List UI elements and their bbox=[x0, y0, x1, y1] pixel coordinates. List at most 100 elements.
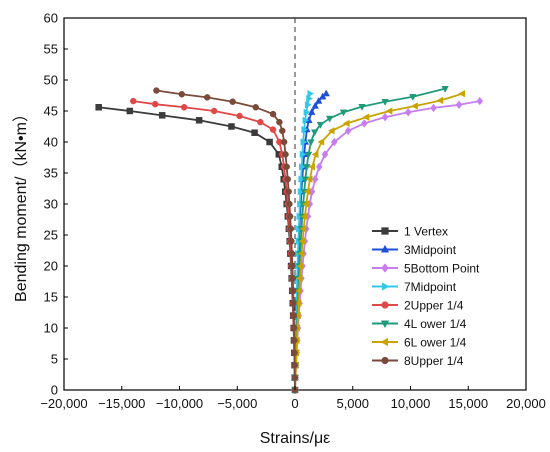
data-point bbox=[477, 97, 483, 105]
data-point bbox=[228, 124, 234, 130]
series-line bbox=[99, 107, 295, 390]
y-tick-label: 50 bbox=[44, 73, 58, 88]
series-line bbox=[156, 91, 295, 390]
data-point bbox=[281, 139, 287, 145]
legend-marker bbox=[382, 302, 389, 309]
data-point bbox=[230, 99, 236, 105]
data-point bbox=[181, 104, 187, 110]
x-tick-label: 15,000 bbox=[448, 396, 488, 411]
y-tick-label: 55 bbox=[44, 42, 58, 57]
data-point bbox=[289, 251, 295, 257]
legend-label: 2Upper 1/4 bbox=[404, 299, 464, 313]
y-tick-label: 40 bbox=[44, 135, 58, 150]
y-tick-label: 30 bbox=[44, 197, 58, 212]
x-tick-label: −20,000 bbox=[40, 396, 87, 411]
data-point bbox=[252, 130, 258, 136]
data-point bbox=[290, 300, 296, 306]
legend-marker bbox=[382, 357, 389, 364]
data-point bbox=[286, 189, 292, 195]
legend-item: 6L ower 1/4 bbox=[372, 336, 467, 350]
legend-item: 5Bottom Point bbox=[372, 262, 480, 276]
data-point bbox=[96, 104, 102, 110]
legend-label: 3Midpoint bbox=[404, 243, 457, 257]
data-point bbox=[270, 127, 276, 133]
data-point bbox=[292, 362, 298, 368]
data-point bbox=[311, 130, 318, 136]
y-axis-title: Bending moment/（kN•m） bbox=[12, 106, 30, 302]
data-point bbox=[279, 128, 285, 134]
series-1 bbox=[96, 104, 298, 393]
data-point bbox=[308, 90, 314, 97]
data-point bbox=[323, 90, 330, 96]
data-point bbox=[153, 88, 159, 94]
legend-label: 6L ower 1/4 bbox=[404, 336, 467, 350]
data-point bbox=[179, 91, 185, 97]
data-point bbox=[270, 111, 276, 117]
data-point bbox=[267, 139, 273, 145]
data-point bbox=[291, 337, 297, 343]
data-point bbox=[253, 104, 259, 110]
data-point bbox=[459, 90, 465, 97]
data-point bbox=[286, 201, 292, 207]
data-point bbox=[288, 238, 294, 244]
data-point bbox=[204, 94, 210, 100]
y-tick-label: 20 bbox=[44, 259, 58, 274]
data-point bbox=[257, 119, 263, 125]
data-point bbox=[308, 140, 315, 146]
legend-item: 3Midpoint bbox=[372, 243, 457, 257]
data-point bbox=[159, 112, 165, 118]
x-tick-label: −10,000 bbox=[156, 396, 203, 411]
x-tick-label: 10,000 bbox=[391, 396, 431, 411]
data-point bbox=[437, 97, 443, 104]
data-point bbox=[291, 325, 297, 331]
y-tick-label: 0 bbox=[51, 383, 58, 398]
data-point bbox=[127, 108, 133, 114]
legend-marker bbox=[382, 264, 389, 273]
data-point bbox=[290, 275, 296, 281]
legend-item: 4L ower 1/4 bbox=[372, 317, 467, 331]
data-point bbox=[291, 350, 297, 356]
data-point bbox=[363, 114, 369, 121]
data-point bbox=[382, 113, 388, 121]
y-tick-label: 60 bbox=[44, 11, 58, 26]
legend-item: 8Upper 1/4 bbox=[372, 354, 464, 368]
data-point bbox=[386, 108, 392, 115]
x-tick-label: 20,000 bbox=[506, 396, 546, 411]
data-point bbox=[276, 119, 282, 125]
legend-label: 5Bottom Point bbox=[404, 262, 480, 276]
series-5 bbox=[130, 98, 298, 393]
data-point bbox=[312, 175, 318, 183]
legend-item: 7Midpoint bbox=[372, 280, 457, 294]
x-tick-label: −15,000 bbox=[98, 396, 145, 411]
data-point bbox=[237, 113, 243, 119]
data-point bbox=[211, 108, 217, 114]
data-point bbox=[431, 104, 437, 112]
legend-item: 1 Vertex bbox=[372, 225, 448, 239]
data-point bbox=[456, 101, 462, 109]
y-tick-label: 25 bbox=[44, 228, 58, 243]
data-point bbox=[284, 164, 290, 170]
data-point bbox=[291, 313, 297, 319]
x-tick-label: −5,000 bbox=[217, 396, 257, 411]
data-point bbox=[361, 120, 367, 128]
data-point bbox=[289, 263, 295, 269]
y-tick-label: 15 bbox=[44, 290, 58, 305]
legend-item: 2Upper 1/4 bbox=[372, 299, 464, 313]
data-point bbox=[283, 151, 289, 157]
series-8 bbox=[153, 88, 298, 393]
y-tick-label: 5 bbox=[51, 352, 58, 367]
legend-label: 7Midpoint bbox=[404, 280, 457, 294]
y-tick-label: 10 bbox=[44, 321, 58, 336]
x-axis-title: Strains/με bbox=[260, 430, 331, 447]
x-tick-label: 0 bbox=[291, 396, 298, 411]
legend-label: 4L ower 1/4 bbox=[404, 317, 467, 331]
data-point bbox=[288, 226, 294, 232]
legend-label: 1 Vertex bbox=[404, 225, 448, 239]
data-point bbox=[152, 101, 158, 107]
data-point bbox=[287, 213, 293, 219]
y-tick-label: 45 bbox=[44, 104, 58, 119]
legend-marker bbox=[381, 338, 388, 345]
legend-label: 8Upper 1/4 bbox=[404, 354, 464, 368]
